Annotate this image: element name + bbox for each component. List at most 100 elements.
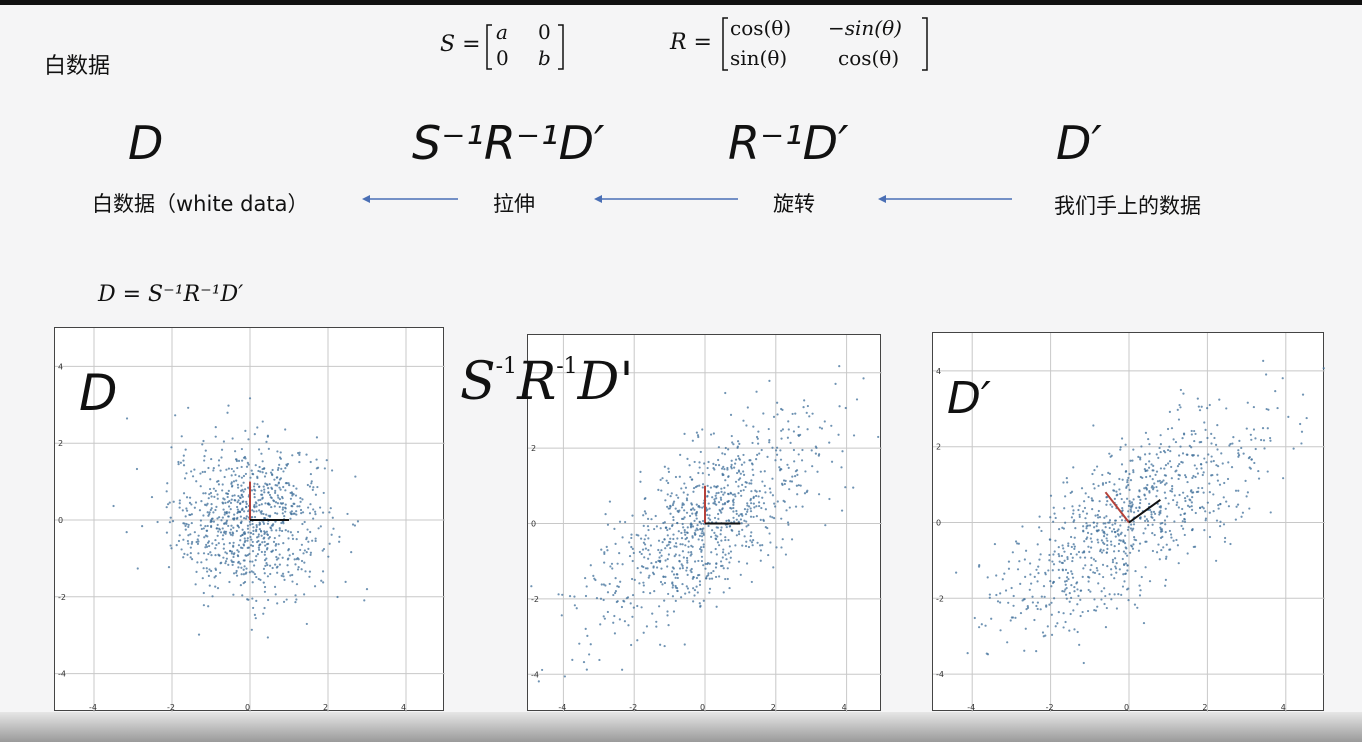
data-point: [1164, 507, 1167, 510]
data-point: [771, 494, 775, 497]
data-point: [256, 426, 259, 429]
data-point: [696, 434, 700, 437]
data-point: [665, 544, 669, 547]
data-point: [1138, 594, 1142, 597]
data-point: [255, 599, 258, 603]
data-point: [236, 483, 239, 486]
data-point: [1068, 592, 1071, 595]
y-tick-label: -4: [58, 670, 66, 679]
data-point: [207, 466, 210, 470]
data-point: [653, 527, 656, 531]
data-point: [713, 516, 717, 520]
data-point: [686, 526, 689, 529]
data-point: [651, 612, 654, 615]
data-point: [344, 580, 347, 583]
data-point: [1041, 631, 1045, 634]
data-point: [1245, 427, 1248, 430]
data-point: [240, 447, 244, 451]
data-point: [1169, 489, 1172, 493]
data-point: [231, 534, 234, 537]
data-point: [167, 566, 171, 569]
data-point: [284, 467, 287, 470]
data-point: [238, 475, 241, 478]
data-point: [614, 590, 618, 593]
data-point: [204, 492, 207, 495]
data-point: [303, 561, 306, 564]
data-point: [1114, 567, 1118, 570]
data-point: [1197, 490, 1200, 493]
data-point: [1101, 482, 1105, 485]
data-point: [1086, 536, 1089, 539]
data-point: [275, 476, 278, 479]
data-point: [257, 448, 261, 451]
data-point: [1162, 546, 1165, 549]
data-point: [1143, 494, 1146, 497]
data-point: [231, 563, 234, 567]
data-point: [322, 491, 325, 495]
data-point: [226, 492, 230, 496]
data-point: [1191, 496, 1194, 499]
data-point: [1175, 503, 1178, 507]
data-point: [1107, 471, 1110, 474]
data-point: [630, 533, 633, 536]
data-point: [725, 558, 728, 561]
data-point: [584, 627, 587, 630]
data-point: [1122, 550, 1126, 553]
data-point: [1210, 432, 1213, 435]
data-point: [1190, 501, 1193, 504]
data-point: [251, 544, 255, 548]
data-point: [1060, 554, 1064, 558]
data-point: [636, 566, 639, 570]
data-point: [642, 631, 645, 634]
data-point: [219, 531, 223, 534]
data-point: [1208, 511, 1211, 514]
data-point: [701, 528, 704, 531]
data-point: [725, 525, 728, 529]
data-point: [689, 476, 692, 479]
data-point: [1127, 526, 1130, 529]
data-point: [624, 520, 627, 524]
data-point: [1197, 405, 1200, 408]
data-point: [232, 593, 235, 596]
data-point: [201, 470, 204, 474]
data-point: [584, 576, 587, 580]
data-point: [763, 470, 766, 473]
data-point: [725, 519, 728, 522]
data-point: [1113, 497, 1116, 500]
data-point: [1052, 520, 1055, 523]
data-point: [1028, 588, 1031, 591]
data-point: [1001, 578, 1004, 581]
data-point: [693, 560, 697, 563]
data-point: [621, 536, 624, 539]
data-point: [225, 552, 229, 555]
data-point: [1180, 524, 1183, 528]
data-point: [599, 597, 603, 600]
data-point: [261, 460, 264, 463]
data-point: [273, 505, 276, 508]
data-point: [712, 467, 715, 470]
data-point: [1054, 539, 1057, 542]
data-point: [210, 507, 213, 510]
data-point: [618, 520, 622, 523]
data-point: [299, 496, 302, 500]
data-point: [236, 508, 239, 511]
data-point: [714, 547, 717, 551]
data-point: [141, 525, 144, 528]
data-point: [244, 517, 248, 520]
data-point: [1151, 532, 1154, 535]
data-point: [1072, 520, 1075, 523]
data-point: [255, 525, 258, 529]
data-point: [220, 561, 223, 564]
data-point: [227, 563, 230, 566]
data-point: [295, 538, 298, 541]
data-point: [280, 495, 284, 499]
data-point: [672, 573, 676, 576]
data-point: [206, 502, 209, 505]
top-bar: [0, 0, 1362, 5]
data-point: [693, 460, 696, 464]
data-point: [265, 440, 268, 443]
data-point: [613, 614, 616, 618]
data-point: [266, 533, 270, 537]
data-point: [214, 547, 217, 550]
data-point: [844, 486, 847, 489]
